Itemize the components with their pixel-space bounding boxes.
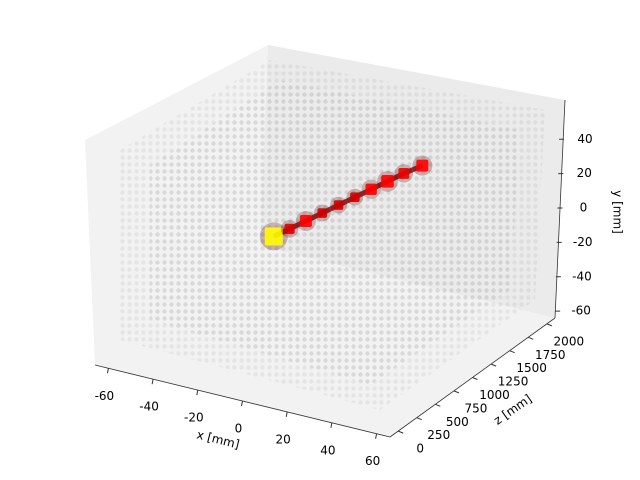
y-tick-label: 20 bbox=[577, 166, 592, 180]
z-tick bbox=[490, 363, 497, 367]
x-tick-label: 20 bbox=[276, 432, 291, 446]
voxel bbox=[317, 208, 328, 218]
voxel bbox=[333, 200, 344, 210]
z-tick bbox=[509, 350, 515, 354]
voxel bbox=[398, 168, 410, 179]
y-tick-label: -20 bbox=[573, 235, 593, 249]
y-axis-label: y [mm] bbox=[611, 190, 625, 234]
voxel bbox=[416, 159, 429, 172]
x-tick-label: -40 bbox=[139, 400, 159, 414]
z-tick-label: 1250 bbox=[498, 375, 529, 389]
x-tick bbox=[106, 368, 109, 374]
z-tick bbox=[546, 323, 553, 327]
z-tick-label: 500 bbox=[446, 415, 469, 429]
track bbox=[259, 155, 433, 251]
voxel bbox=[381, 175, 394, 188]
z-tick bbox=[397, 430, 404, 434]
z-tick bbox=[435, 403, 441, 407]
z-tick-label: 1500 bbox=[516, 361, 547, 375]
x-tick bbox=[285, 411, 288, 418]
y-tick-label: -40 bbox=[572, 269, 592, 283]
z-tick bbox=[416, 417, 422, 421]
z-tick-label: 0 bbox=[416, 442, 424, 456]
x-tick-label: 40 bbox=[320, 443, 335, 457]
z-tick-label: 2000 bbox=[554, 334, 585, 348]
x-tick bbox=[241, 400, 243, 407]
x-tick-label: 60 bbox=[365, 454, 380, 468]
x-tick-label: -20 bbox=[184, 411, 204, 425]
z-tick-label: 250 bbox=[427, 428, 450, 442]
z-tick bbox=[528, 336, 534, 340]
z-tick-label: 750 bbox=[464, 401, 487, 415]
voxel bbox=[299, 214, 312, 227]
x-tick bbox=[330, 422, 333, 428]
voxel-fog-dense bbox=[150, 80, 520, 385]
y-tick-label: -60 bbox=[571, 304, 591, 318]
voxel bbox=[350, 192, 360, 202]
y-tick-label: 0 bbox=[580, 201, 588, 215]
z-tick-label: 1000 bbox=[479, 388, 510, 402]
voxel bbox=[264, 227, 283, 246]
z-tick bbox=[453, 390, 460, 394]
x-tick bbox=[375, 433, 378, 439]
x-tick bbox=[151, 379, 154, 385]
z-tick bbox=[472, 377, 478, 380]
z-tick-label: 1750 bbox=[535, 348, 566, 362]
voxel bbox=[365, 183, 377, 195]
voxel bbox=[284, 223, 295, 234]
x-tick-label: 0 bbox=[235, 422, 243, 436]
y-axis-line bbox=[554, 99, 566, 319]
x-tick-label: -60 bbox=[95, 389, 115, 403]
y-tick-label: 40 bbox=[577, 132, 592, 146]
x-tick bbox=[196, 389, 199, 396]
